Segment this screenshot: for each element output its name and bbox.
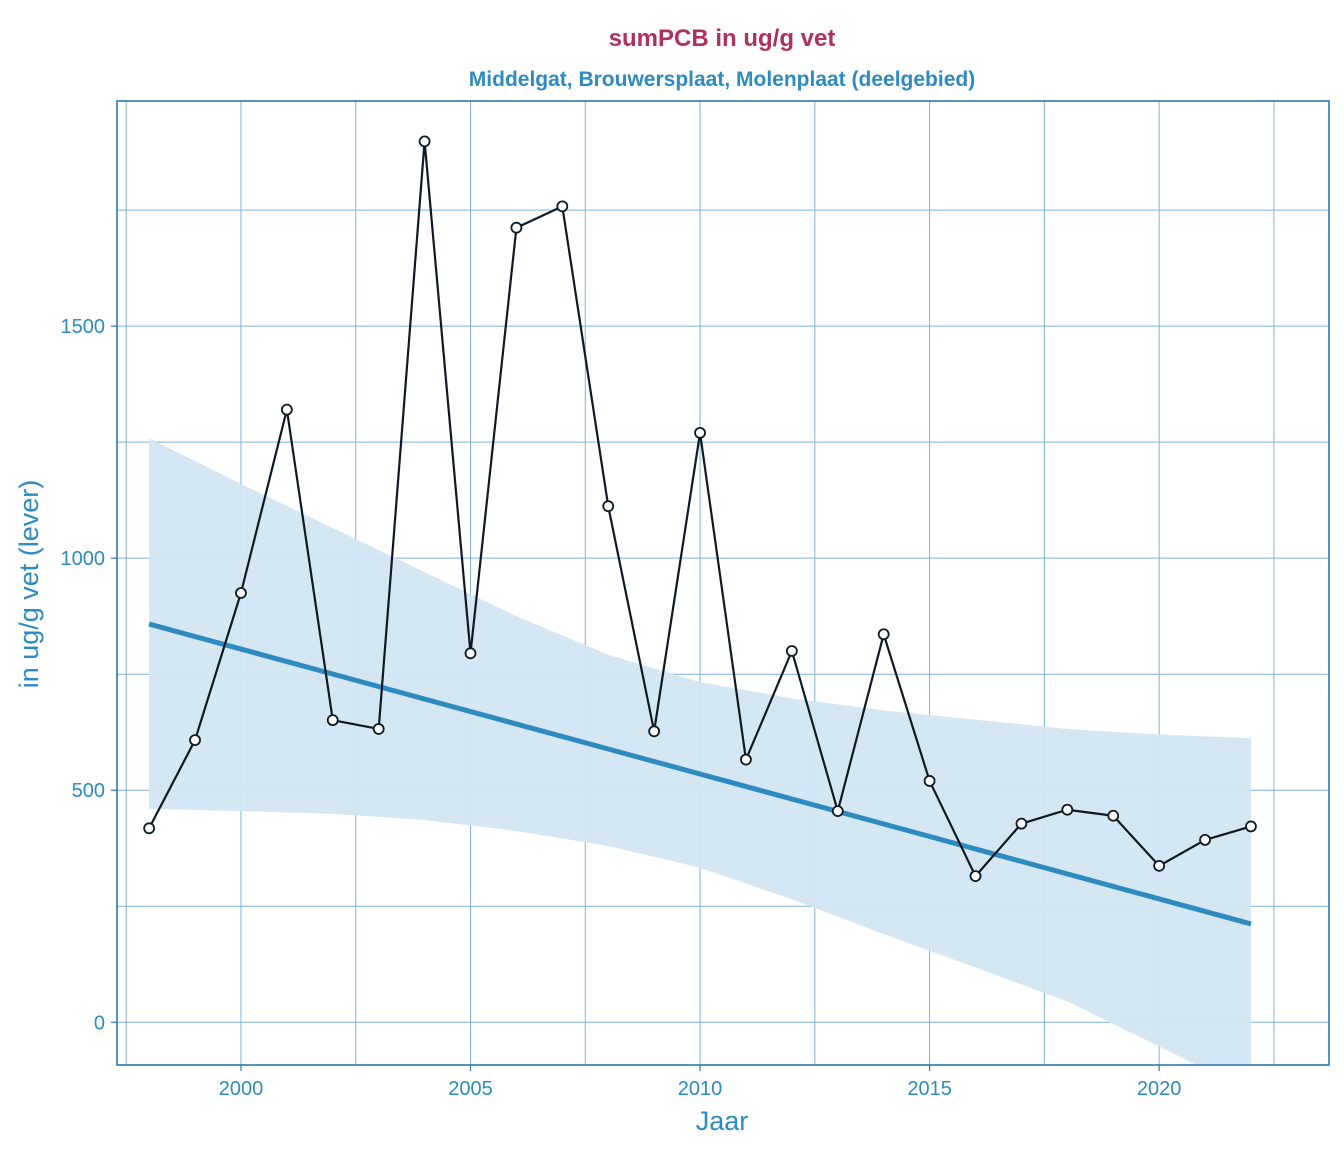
y-tick-label: 1500 xyxy=(61,316,106,338)
data-point xyxy=(602,500,615,513)
data-point xyxy=(1153,859,1166,872)
data-point xyxy=(1061,803,1074,816)
trend-line xyxy=(148,621,1252,927)
data-point xyxy=(1199,833,1211,846)
x-tick-label: 2020 xyxy=(1137,1078,1182,1100)
data-point xyxy=(556,200,569,213)
y-tick-label: 1000 xyxy=(61,548,106,570)
y-tick-label: 500 xyxy=(72,780,105,802)
data-point xyxy=(740,753,752,766)
plot-area: 2000 2005 2010 2015 2020 0 500 1000 1500 xyxy=(61,100,1330,1100)
x-tick-label: 2015 xyxy=(907,1078,952,1100)
data-point xyxy=(235,587,247,599)
chart-subtitle: Middelgat, Brouwersplaat, Molenplaat (de… xyxy=(469,68,975,91)
data-point xyxy=(785,645,798,657)
data-point xyxy=(831,805,844,818)
x-axis-label: Jaar xyxy=(696,1106,749,1136)
data-point xyxy=(510,221,523,234)
y-axis-label: in ug/g vet (lever) xyxy=(14,480,44,689)
data-point xyxy=(372,723,385,735)
x-tick-label: 2005 xyxy=(448,1078,493,1100)
data-point xyxy=(969,870,982,882)
data-point xyxy=(418,135,431,148)
data-point xyxy=(694,426,706,439)
data-point xyxy=(1015,817,1028,830)
data-point xyxy=(464,647,477,660)
y-tick-label: 0 xyxy=(94,1012,105,1034)
data-point xyxy=(189,734,201,747)
chart-title: sumPCB in ug/g vet xyxy=(609,25,836,52)
data-point xyxy=(648,725,661,738)
data-point xyxy=(280,403,293,416)
plot-frame xyxy=(116,100,1330,1066)
confidence-band xyxy=(149,438,1251,1065)
x-tick-label: 2000 xyxy=(219,1078,264,1100)
data-point xyxy=(143,822,156,835)
data-point xyxy=(877,628,890,641)
data-point xyxy=(1107,809,1120,822)
data-point xyxy=(1245,820,1257,833)
x-tick-label: 2010 xyxy=(678,1078,723,1100)
data-point xyxy=(326,714,339,727)
data-point xyxy=(923,775,936,787)
